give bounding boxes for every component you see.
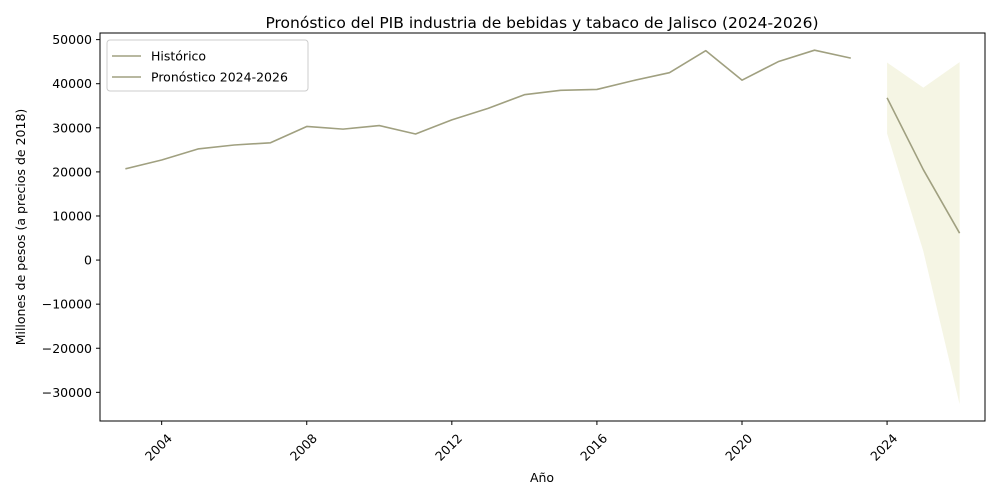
x-tick-label: 2008	[287, 431, 320, 464]
y-axis: −30000 −20000 −10000 0 10000 20000 30000 40000 5…	[42, 32, 100, 400]
series-line-historico	[125, 49, 851, 170]
x-tick-label: 2024	[867, 431, 900, 464]
legend: Histórico Pronóstico 2024-2026	[106, 39, 309, 92]
x-tick-label: 2016	[577, 431, 610, 464]
x-axis-title: Año	[530, 470, 554, 485]
forecast-confidence-band	[887, 62, 960, 405]
y-tick-label: 40000	[52, 76, 92, 91]
y-tick-label: 20000	[52, 164, 92, 179]
y-tick-label: −20000	[42, 341, 92, 356]
y-tick-label: 0	[84, 253, 92, 268]
y-tick-label: 10000	[52, 208, 92, 223]
y-tick-label: −30000	[42, 385, 92, 400]
x-axis: 2004 2008 2012 2016 2020 2024	[142, 421, 900, 464]
x-tick-label: 2004	[142, 431, 175, 464]
x-tick-label: 2020	[722, 431, 755, 464]
x-tick-label: 2012	[432, 431, 465, 464]
plot-frame	[99, 32, 986, 422]
y-tick-label: 30000	[52, 120, 92, 135]
series-line-pronostico	[886, 97, 961, 234]
plot-area	[125, 49, 961, 405]
legend-label-historico: Histórico	[151, 49, 206, 64]
chart-title: Pronóstico del PIB industria de bebidas …	[265, 14, 818, 32]
y-axis-title: Millones de pesos (a precios de 2018)	[13, 109, 28, 346]
legend-box	[106, 39, 309, 92]
y-tick-label: 50000	[52, 32, 92, 47]
legend-label-pronostico: Pronóstico 2024-2026	[151, 70, 288, 85]
y-tick-label: −10000	[42, 297, 92, 312]
